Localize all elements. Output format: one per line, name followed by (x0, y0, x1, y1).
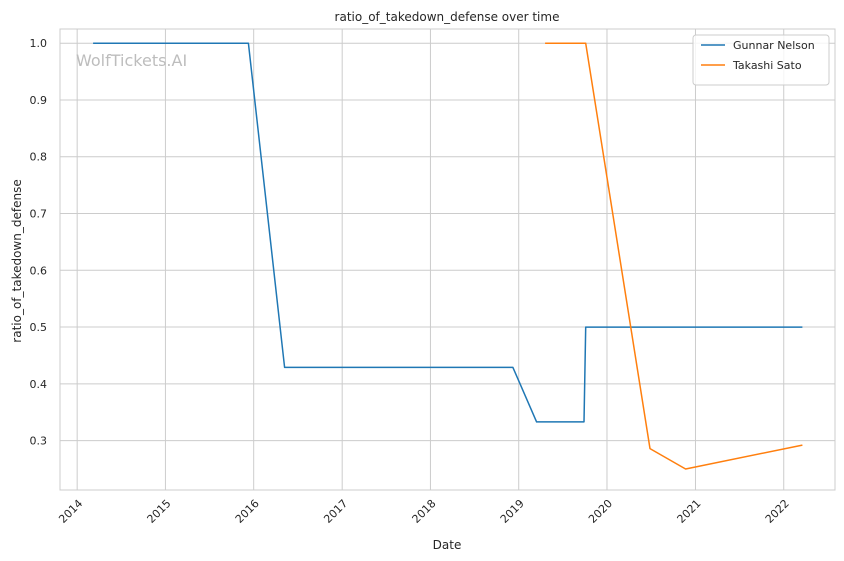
watermark-text: WolfTickets.AI (76, 51, 187, 70)
y-tick-label: 0.9 (30, 94, 48, 107)
legend-label: Gunnar Nelson (733, 39, 815, 52)
legend-box (692, 34, 830, 86)
y-tick-label: 0.5 (30, 321, 48, 334)
y-tick-label: 0.6 (30, 264, 48, 277)
y-tick-label: 1.0 (30, 37, 48, 50)
y-tick-label: 0.4 (30, 378, 48, 391)
y-tick-label: 0.8 (30, 151, 48, 164)
legend-label: Takashi Sato (732, 59, 802, 72)
series-line-1 (93, 42, 803, 423)
series-line-2 (545, 42, 803, 470)
y-axis-label: ratio_of_takedown_defense (10, 179, 24, 342)
series-layer (93, 42, 803, 470)
y-tick-label: 0.3 (30, 435, 48, 448)
x-axis-label: Date (433, 538, 462, 552)
legend: Gunnar Nelson Takashi Sato (692, 34, 830, 86)
chart-title: ratio_of_takedown_defense over time (335, 10, 560, 24)
plot-area-border (59, 28, 836, 491)
y-tick-label: 0.7 (30, 208, 48, 221)
y-axis-ticks: 0.3 0.4 0.5 0.6 0.7 0.8 0.9 1.0 (30, 37, 48, 447)
grid-lines (60, 29, 835, 490)
